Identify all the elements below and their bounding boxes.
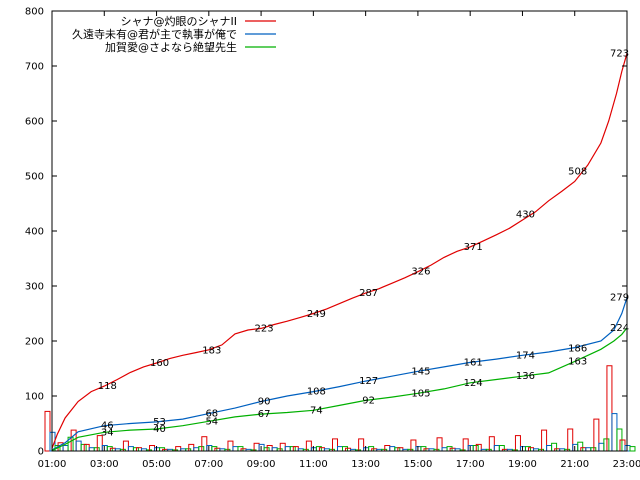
data-label: 68 [205, 409, 218, 420]
data-label: 136 [516, 371, 535, 382]
data-label: 108 [307, 387, 326, 398]
legend-label: シャナ@灼眼のシャナII [121, 14, 238, 28]
data-label: 163 [568, 356, 587, 367]
y-tick-label: 100 [25, 392, 44, 403]
x-tick-label: 21:00 [560, 459, 589, 470]
data-label: 224 [610, 323, 629, 334]
data-labels-layer: 118 160 183 223 249 287 326 371 430 508 723 46 53 68 9… [98, 48, 629, 438]
x-tick-label: 01:00 [38, 459, 67, 470]
data-label: 90 [258, 397, 271, 408]
x-tick-label: 17:00 [456, 459, 485, 470]
data-label: 74 [310, 405, 323, 416]
y-tick-label: 300 [25, 282, 44, 293]
data-label: 118 [98, 381, 117, 392]
data-label: 186 [568, 344, 587, 355]
data-label: 40 [153, 424, 166, 435]
series-line [51, 297, 628, 451]
x-tick-label: 05:00 [142, 459, 171, 470]
x-axis: 01:00 03:00 05:00 07:00 09:00 11:00 13:00 15:00… [38, 11, 640, 470]
y-tick-label: 800 [25, 7, 44, 18]
data-label: 174 [516, 350, 535, 361]
data-label: 54 [205, 416, 218, 427]
x-tick-label: 11:00 [299, 459, 328, 470]
data-label: 723 [610, 48, 629, 59]
data-label: 105 [411, 388, 430, 399]
y-tick-label: 700 [25, 62, 44, 73]
x-tick-label: 03:00 [90, 459, 119, 470]
data-label: 223 [255, 323, 274, 334]
data-label: 430 [516, 210, 535, 221]
legend-label: 久遠寺未有@君が主で執事が俺で [72, 27, 237, 41]
data-label: 161 [464, 357, 483, 368]
y-tick-label: 600 [25, 117, 44, 128]
x-tick-label: 13:00 [351, 459, 380, 470]
series-line [51, 327, 628, 451]
x-tick-label: 15:00 [403, 459, 432, 470]
x-tick-label: 23:00 [613, 459, 640, 470]
data-label: 287 [359, 288, 378, 299]
y-axis: 0 100 200 300 400 500 600 700 800 [25, 7, 627, 458]
histogram-bar [44, 410, 51, 452]
data-label: 67 [258, 409, 271, 420]
y-tick-label: 0 [38, 447, 44, 458]
data-label: 145 [411, 366, 430, 377]
data-label: 160 [150, 358, 169, 369]
data-label: 53 [153, 417, 166, 428]
x-tick-label: 07:00 [194, 459, 223, 470]
lines-layer [51, 53, 628, 451]
data-label: 326 [411, 267, 430, 278]
data-label: 279 [610, 293, 629, 304]
data-label: 249 [307, 309, 326, 320]
data-label: 183 [202, 345, 221, 356]
series-line [51, 53, 628, 449]
y-tick-label: 400 [25, 227, 44, 238]
data-label: 92 [362, 395, 375, 406]
x-tick-label: 19:00 [508, 459, 537, 470]
y-tick-label: 200 [25, 337, 44, 348]
data-label: 46 [101, 421, 114, 432]
data-label: 124 [464, 378, 483, 389]
x-tick-label: 09:00 [247, 459, 276, 470]
data-label: 34 [101, 427, 114, 438]
data-label: 371 [464, 242, 483, 253]
histogram-bar [629, 446, 636, 452]
data-label: 508 [568, 167, 587, 178]
data-label: 127 [359, 376, 378, 387]
legend-label: 加賀愛@さよなら絶望先生 [105, 40, 237, 54]
y-tick-label: 500 [25, 172, 44, 183]
